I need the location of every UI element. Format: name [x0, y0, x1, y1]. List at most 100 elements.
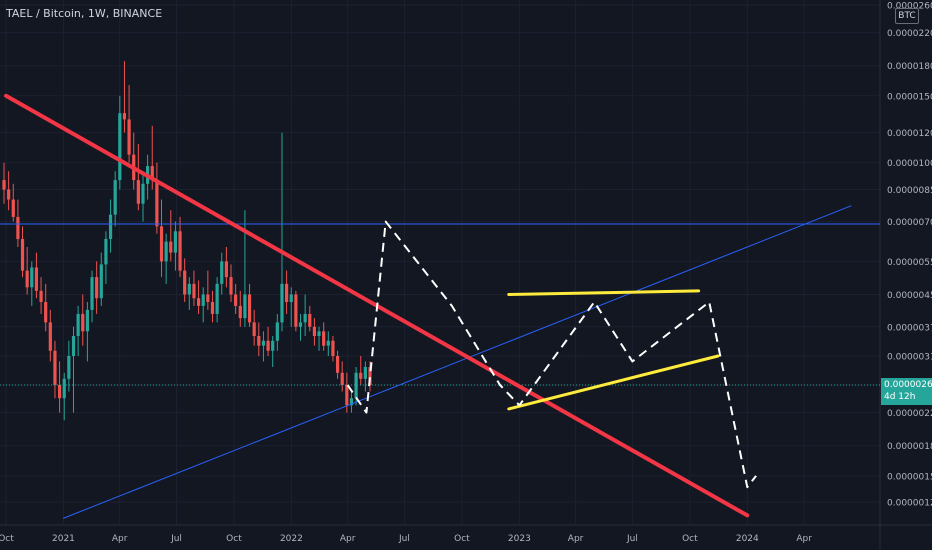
- candle-body: [285, 283, 289, 303]
- candle-body: [271, 340, 275, 351]
- candle-body: [48, 322, 52, 351]
- candle-body: [238, 305, 242, 319]
- candle-body: [108, 214, 113, 239]
- time-tick-label: Jul: [398, 534, 410, 544]
- candle-body: [289, 294, 293, 303]
- time-tick-label: Oct: [454, 534, 470, 544]
- candle-body: [178, 231, 182, 271]
- candle-body: [57, 385, 62, 399]
- price-tick-label: 0.00001800: [887, 62, 932, 72]
- price-tick-label: 0.00000450: [887, 291, 932, 301]
- candle-body: [122, 113, 127, 120]
- candle-body: [201, 294, 205, 306]
- candle-body: [363, 367, 367, 379]
- candle-body: [85, 309, 89, 332]
- price-tick-label: 0.00000550: [887, 258, 932, 268]
- candle-body: [136, 180, 140, 204]
- candle-body: [169, 241, 173, 253]
- candle-body: [44, 302, 48, 323]
- candle-body: [331, 340, 335, 357]
- price-tick-label: 0.00001500: [887, 92, 932, 102]
- candle-body: [16, 216, 20, 239]
- candle-body: [368, 367, 372, 386]
- currency-button[interactable]: BTC: [895, 8, 919, 24]
- candle-body: [159, 226, 164, 262]
- time-tick-label: Jul: [626, 534, 638, 544]
- price-tick-label: 0.00002200: [887, 29, 932, 39]
- candle-body: [90, 277, 94, 310]
- candle-body: [141, 183, 145, 204]
- candle-body: [234, 294, 238, 306]
- candle-body: [261, 340, 266, 346]
- candle-body: [7, 189, 11, 200]
- candle-body: [243, 294, 247, 319]
- price-tick-label: 0.00000700: [887, 218, 932, 228]
- candle-body: [335, 356, 340, 373]
- candle-body: [354, 372, 358, 399]
- candle-body: [76, 313, 80, 336]
- candle-body: [20, 238, 25, 271]
- candle-body: [298, 322, 303, 327]
- candle-body: [322, 331, 326, 346]
- candle-body: [257, 335, 261, 346]
- candle-body: [229, 277, 233, 295]
- candle-body: [95, 277, 99, 299]
- candle-body: [340, 372, 344, 386]
- last-price-value: 0.00000260: [884, 380, 932, 390]
- candle-body: [81, 313, 85, 332]
- candle-body: [275, 322, 279, 341]
- candle-body: [113, 180, 117, 215]
- price-axis[interactable]: 0.00002600 0.00002200 0.00001800 0.00001500…: [887, 2, 932, 509]
- forecast-path[interactable]: [346, 220, 757, 489]
- candle-body: [67, 356, 71, 379]
- bar-countdown: 4d 12h: [884, 392, 916, 402]
- candle-body: [39, 290, 43, 303]
- candle-body: [280, 283, 284, 323]
- candle-body: [345, 385, 349, 406]
- candle-body: [308, 313, 312, 327]
- time-axis[interactable]: Oct 2021 Apr Jul Oct 2022 Apr Jul Oct 2023 Apr Jul O…: [0, 534, 812, 544]
- candle-body: [34, 267, 39, 291]
- candle-body: [210, 302, 215, 314]
- time-tick-label: Apr: [568, 534, 584, 544]
- candle-body: [173, 231, 178, 253]
- candle-body: [150, 166, 154, 181]
- candle-body: [187, 283, 191, 295]
- candles: [0, 61, 880, 421]
- price-tick-label: 0.00000850: [887, 186, 932, 196]
- last-price-tag: 0.00000260 4d 12h: [881, 378, 932, 405]
- rising-trendline: [62, 205, 852, 519]
- time-tick-label: 2022: [280, 534, 303, 544]
- time-tick-label: 2024: [736, 534, 759, 544]
- candle-body: [247, 294, 252, 323]
- candle-body: [359, 372, 363, 379]
- candle-body: [2, 180, 6, 190]
- candle-body: [312, 326, 317, 336]
- candle-body: [326, 340, 330, 346]
- time-tick-label: Oct: [682, 534, 698, 544]
- time-tick-label: Apr: [796, 534, 812, 544]
- price-tick-label: 0.00001000: [887, 159, 932, 169]
- candle-body: [220, 261, 224, 284]
- candle-body: [192, 283, 196, 299]
- candle-body: [224, 261, 228, 278]
- candle-body: [183, 270, 187, 295]
- price-tick-label: 0.00000310: [887, 353, 932, 363]
- time-tick-label: 2023: [508, 534, 531, 544]
- drawing-lines[interactable]: [0, 93, 880, 519]
- price-tick-label: 0.00000150: [887, 472, 932, 482]
- time-tick-label: Oct: [0, 534, 14, 544]
- candle-body: [11, 199, 15, 217]
- time-tick-label: Jul: [170, 534, 182, 544]
- candle-body: [25, 270, 29, 288]
- candle-body: [164, 241, 168, 262]
- time-tick-label: Oct: [226, 534, 242, 544]
- forecast-dashed-path: [346, 220, 757, 489]
- candle-body: [303, 313, 307, 323]
- price-tick-label: 0.00000128: [887, 499, 932, 509]
- candle-body: [53, 350, 57, 386]
- price-tick-label: 0.00000180: [887, 442, 932, 452]
